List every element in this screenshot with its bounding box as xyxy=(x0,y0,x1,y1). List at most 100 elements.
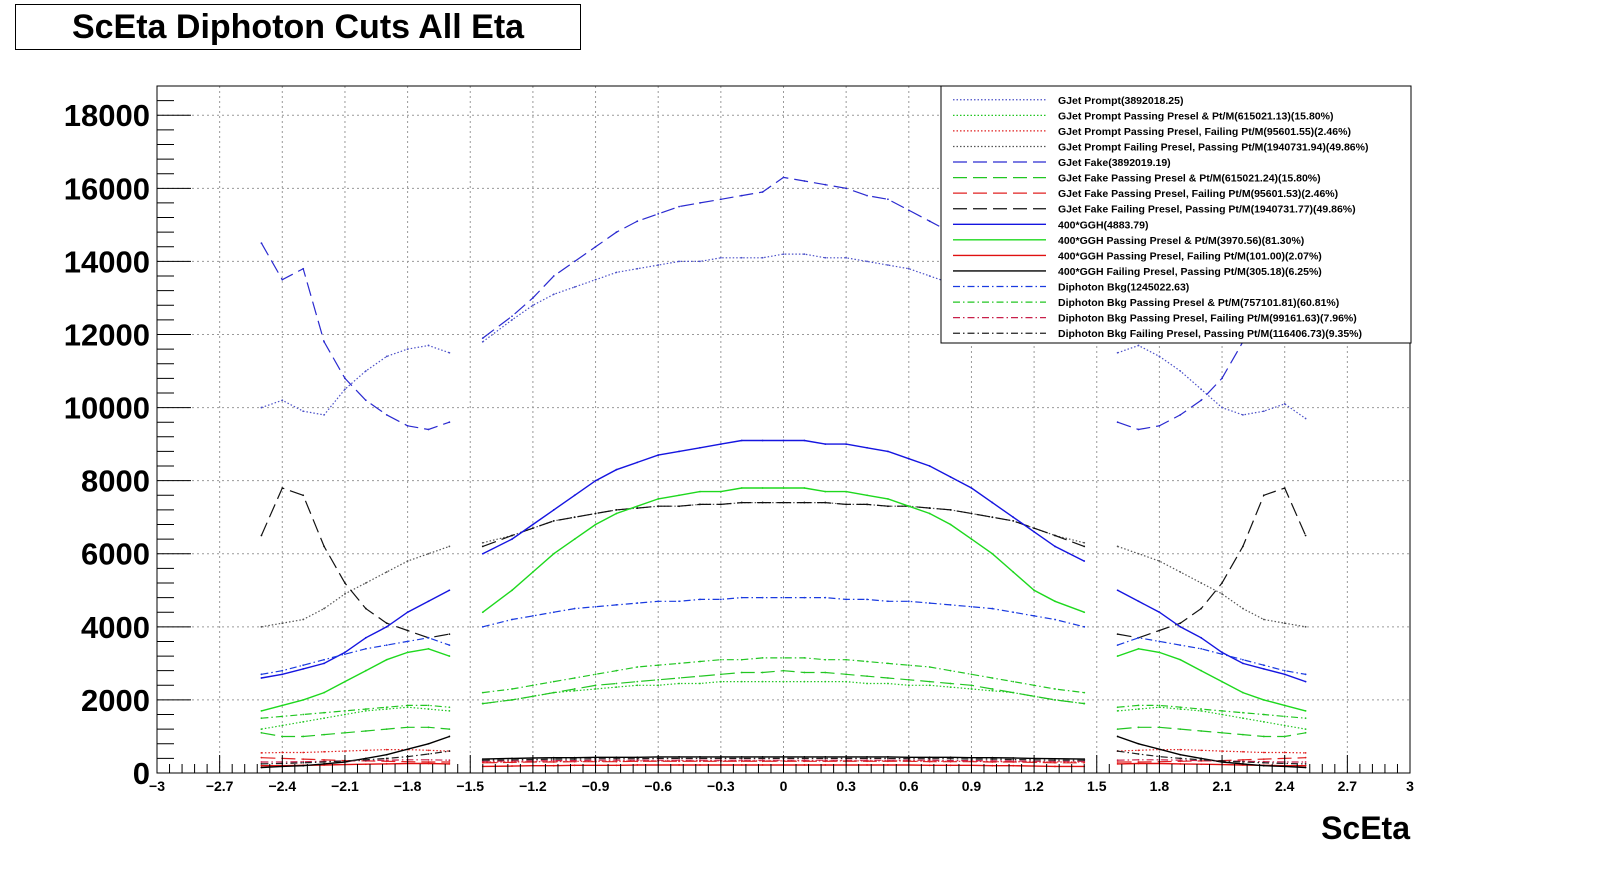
data-point xyxy=(281,704,284,707)
x-tick-label: 3 xyxy=(1406,778,1414,794)
data-point xyxy=(260,625,263,628)
data-point xyxy=(1242,733,1244,736)
data-point xyxy=(845,658,848,661)
data-point xyxy=(511,688,513,690)
data-point xyxy=(615,468,618,471)
data-point xyxy=(740,501,743,504)
data-point xyxy=(1242,717,1244,720)
data-point xyxy=(427,762,430,765)
data-point xyxy=(1083,759,1086,762)
data-point xyxy=(448,706,451,709)
data-point xyxy=(1283,735,1286,738)
data-point xyxy=(481,545,484,548)
data-point xyxy=(573,688,576,690)
data-point xyxy=(532,571,534,573)
data-point xyxy=(448,633,451,636)
data-point xyxy=(1262,699,1265,701)
data-point xyxy=(824,756,827,758)
data-point xyxy=(1012,519,1015,522)
data-point xyxy=(385,728,388,731)
data-point xyxy=(678,600,680,603)
data-point xyxy=(678,677,680,679)
data-point xyxy=(481,552,484,555)
y-tick-label: 2000 xyxy=(81,683,150,718)
data-point xyxy=(1054,761,1056,764)
data-point xyxy=(678,494,680,497)
data-point xyxy=(448,709,451,712)
data-point xyxy=(406,651,409,654)
data-point xyxy=(1242,762,1244,765)
data-point xyxy=(385,413,388,416)
data-point xyxy=(1283,403,1286,405)
data-point xyxy=(761,256,764,259)
data-point xyxy=(448,644,451,647)
data-point xyxy=(1083,691,1086,694)
data-point xyxy=(1116,633,1119,636)
data-point xyxy=(970,605,973,608)
data-point xyxy=(1137,753,1140,755)
data-point xyxy=(323,733,325,736)
data-point xyxy=(385,753,388,756)
legend-entry: GJet Fake Passing Presel, Failing Pt/M(9… xyxy=(1058,188,1338,200)
data-point xyxy=(1083,560,1086,562)
data-point xyxy=(615,271,618,274)
data-point xyxy=(406,640,409,643)
data-point xyxy=(260,766,263,769)
grid-lines xyxy=(156,86,1411,774)
data-point xyxy=(803,764,806,766)
data-point xyxy=(719,598,722,601)
data-point xyxy=(385,706,388,709)
data-point xyxy=(678,662,680,665)
data-point xyxy=(657,212,660,215)
data-point xyxy=(1179,625,1182,628)
data-point xyxy=(803,757,806,760)
data-point xyxy=(1304,728,1307,731)
data-point xyxy=(323,658,325,661)
data-point xyxy=(481,702,484,705)
data-point xyxy=(699,660,701,663)
data-point xyxy=(824,490,827,493)
data-point xyxy=(594,512,597,515)
data-point xyxy=(427,552,430,555)
data-point xyxy=(1242,607,1244,610)
data-point xyxy=(949,669,952,672)
data-point xyxy=(448,589,451,592)
data-point xyxy=(1137,708,1140,710)
data-point xyxy=(1200,730,1203,732)
data-point xyxy=(803,671,806,674)
data-point xyxy=(1137,726,1140,729)
data-point xyxy=(385,622,388,625)
data-point xyxy=(887,757,889,760)
data-point xyxy=(260,677,263,679)
data-point xyxy=(1179,708,1182,710)
x-tick-label: −2.7 xyxy=(206,778,234,794)
data-point xyxy=(552,680,555,683)
data-point xyxy=(615,756,618,759)
data-point xyxy=(323,762,325,765)
data-point xyxy=(803,656,806,659)
y-tick-label: 6000 xyxy=(81,537,150,572)
data-point xyxy=(344,731,346,734)
data-point xyxy=(323,545,325,548)
data-point xyxy=(803,180,806,182)
data-point xyxy=(448,759,451,762)
data-point xyxy=(928,512,931,515)
data-point xyxy=(740,757,743,760)
data-point xyxy=(511,618,513,621)
data-point xyxy=(949,508,952,511)
data-point xyxy=(594,688,597,690)
x-axis-label: ScEta xyxy=(1321,810,1410,846)
data-point xyxy=(636,461,639,464)
data-point xyxy=(532,304,534,307)
data-point xyxy=(907,664,910,667)
data-point xyxy=(761,487,764,489)
data-point xyxy=(1221,653,1223,656)
data-point xyxy=(344,388,346,391)
data-point xyxy=(1221,582,1223,584)
data-point xyxy=(1137,636,1140,639)
legend-entry: 400*GGH(4883.79) xyxy=(1058,219,1148,231)
data-point xyxy=(1116,735,1119,738)
data-point xyxy=(615,604,618,606)
data-point xyxy=(281,735,284,738)
data-point xyxy=(1262,764,1265,767)
